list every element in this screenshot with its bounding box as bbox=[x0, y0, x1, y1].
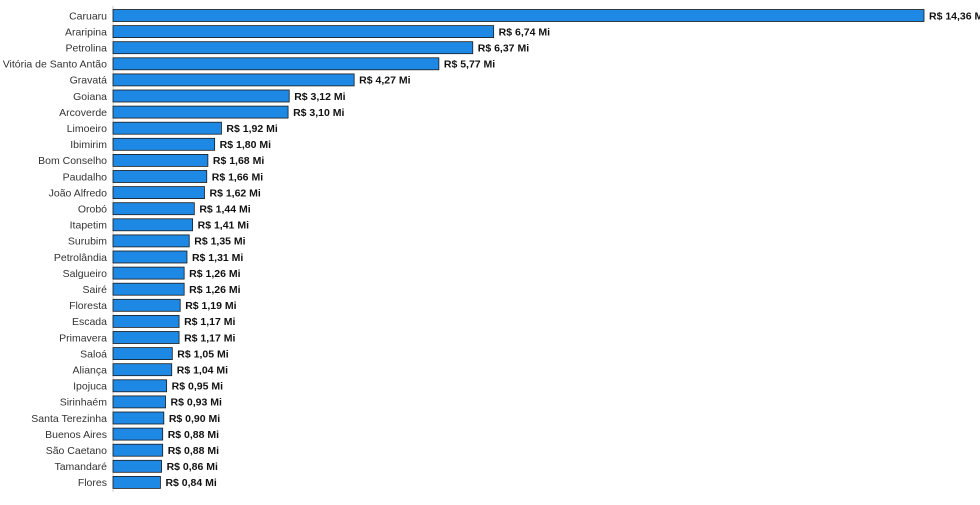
value-label: R$ 0,90 Mi bbox=[169, 413, 220, 425]
value-label: R$ 1,41 Mi bbox=[198, 220, 249, 232]
bar[interactable] bbox=[112, 186, 205, 200]
category-label: Sirinhaém bbox=[60, 397, 108, 409]
value-label: R$ 1,17 Mi bbox=[184, 332, 235, 344]
value-label: R$ 1,26 Mi bbox=[189, 284, 240, 296]
value-label: R$ 3,12 Mi bbox=[294, 91, 345, 103]
category-label: Petrolândia bbox=[54, 252, 107, 264]
category-label: Ibimirim bbox=[70, 139, 107, 151]
value-label: R$ 0,84 Mi bbox=[165, 477, 216, 489]
bar[interactable] bbox=[112, 218, 194, 232]
bar[interactable] bbox=[112, 347, 173, 361]
value-label: R$ 0,88 Mi bbox=[168, 429, 219, 441]
bar[interactable] bbox=[112, 137, 216, 151]
bar[interactable] bbox=[112, 266, 185, 280]
category-label: Tamandaré bbox=[54, 461, 107, 473]
bar[interactable] bbox=[112, 202, 195, 216]
category-label: Araripina bbox=[65, 26, 107, 38]
value-label: R$ 0,86 Mi bbox=[167, 461, 218, 473]
category-label: São Caetano bbox=[46, 445, 107, 457]
bar[interactable] bbox=[112, 121, 222, 135]
category-label: Arcoverde bbox=[59, 107, 107, 119]
bar[interactable] bbox=[112, 443, 164, 457]
value-label: R$ 1,26 Mi bbox=[189, 268, 240, 280]
category-label: Escada bbox=[72, 316, 107, 328]
value-label: R$ 1,05 Mi bbox=[177, 348, 228, 360]
category-label: Itapetim bbox=[70, 220, 108, 232]
value-label: R$ 5,77 Mi bbox=[444, 59, 495, 71]
bar[interactable] bbox=[112, 395, 166, 409]
value-label: R$ 1,17 Mi bbox=[184, 316, 235, 328]
category-label: Paudalho bbox=[63, 171, 108, 183]
bar[interactable] bbox=[112, 314, 180, 328]
category-label: Goiana bbox=[73, 91, 107, 103]
category-label: Vitória de Santo Antão bbox=[3, 59, 107, 71]
category-label: Gravatá bbox=[70, 75, 108, 87]
category-label: Surubim bbox=[68, 236, 107, 248]
category-label: Petrolina bbox=[66, 43, 108, 55]
category-label: Floresta bbox=[69, 300, 107, 312]
bar[interactable] bbox=[112, 9, 925, 22]
category-label: Primavera bbox=[59, 332, 107, 344]
category-label: João Alfredo bbox=[49, 187, 108, 199]
category-label: Sairé bbox=[82, 284, 107, 296]
value-label: R$ 6,37 Mi bbox=[478, 43, 529, 55]
value-label: R$ 1,92 Mi bbox=[226, 123, 277, 135]
bar[interactable] bbox=[112, 427, 164, 441]
category-label: Ipojuca bbox=[73, 381, 107, 393]
category-label: Bom Conselho bbox=[38, 155, 107, 167]
value-label: R$ 1,04 Mi bbox=[177, 365, 228, 377]
value-label: R$ 14,36 Mi bbox=[929, 10, 980, 22]
value-label: R$ 6,74 Mi bbox=[499, 26, 550, 38]
bar[interactable] bbox=[112, 411, 165, 425]
bar[interactable] bbox=[112, 41, 474, 55]
bar[interactable] bbox=[112, 89, 290, 103]
category-label: Saloá bbox=[80, 348, 107, 360]
category-label: Flores bbox=[78, 477, 107, 489]
value-label: R$ 3,10 Mi bbox=[293, 107, 344, 119]
value-label: R$ 1,35 Mi bbox=[194, 236, 245, 248]
value-label: R$ 0,93 Mi bbox=[171, 397, 222, 409]
bar[interactable] bbox=[112, 25, 495, 39]
value-label: R$ 1,80 Mi bbox=[220, 139, 271, 151]
bar[interactable] bbox=[112, 298, 181, 312]
category-label: Limoeiro bbox=[67, 123, 107, 135]
bar[interactable] bbox=[112, 153, 209, 167]
bar[interactable] bbox=[112, 250, 188, 264]
category-label: Santa Terezinha bbox=[31, 413, 107, 425]
bar[interactable] bbox=[112, 363, 173, 377]
value-label: R$ 0,88 Mi bbox=[168, 445, 219, 457]
value-label: R$ 1,19 Mi bbox=[185, 300, 236, 312]
value-label: R$ 4,27 Mi bbox=[359, 75, 410, 87]
category-label: Buenos Aires bbox=[45, 429, 107, 441]
bar[interactable] bbox=[112, 459, 162, 473]
value-label: R$ 1,62 Mi bbox=[209, 187, 260, 199]
value-label: R$ 1,31 Mi bbox=[192, 252, 243, 264]
bar[interactable] bbox=[112, 379, 168, 393]
bar[interactable] bbox=[112, 331, 180, 344]
bar[interactable] bbox=[112, 105, 289, 119]
bar[interactable] bbox=[112, 73, 355, 87]
category-label: Orobó bbox=[78, 204, 107, 216]
bar[interactable] bbox=[112, 57, 440, 71]
category-label: Aliança bbox=[73, 365, 108, 377]
value-label: R$ 0,95 Mi bbox=[172, 381, 223, 393]
bar[interactable] bbox=[112, 282, 185, 296]
category-label: Salgueiro bbox=[63, 268, 108, 280]
category-label: Caruaru bbox=[69, 10, 107, 22]
value-label: R$ 1,66 Mi bbox=[212, 171, 263, 183]
value-label: R$ 1,44 Mi bbox=[199, 204, 250, 216]
bars-group: Caruaru R$ 14,36 Mi Araripina R$ 6,74 Mi Pet… bbox=[3, 9, 980, 489]
bar[interactable] bbox=[112, 475, 161, 489]
bar[interactable] bbox=[112, 170, 208, 183]
value-label: R$ 1,68 Mi bbox=[213, 155, 264, 167]
bar[interactable] bbox=[112, 234, 190, 248]
